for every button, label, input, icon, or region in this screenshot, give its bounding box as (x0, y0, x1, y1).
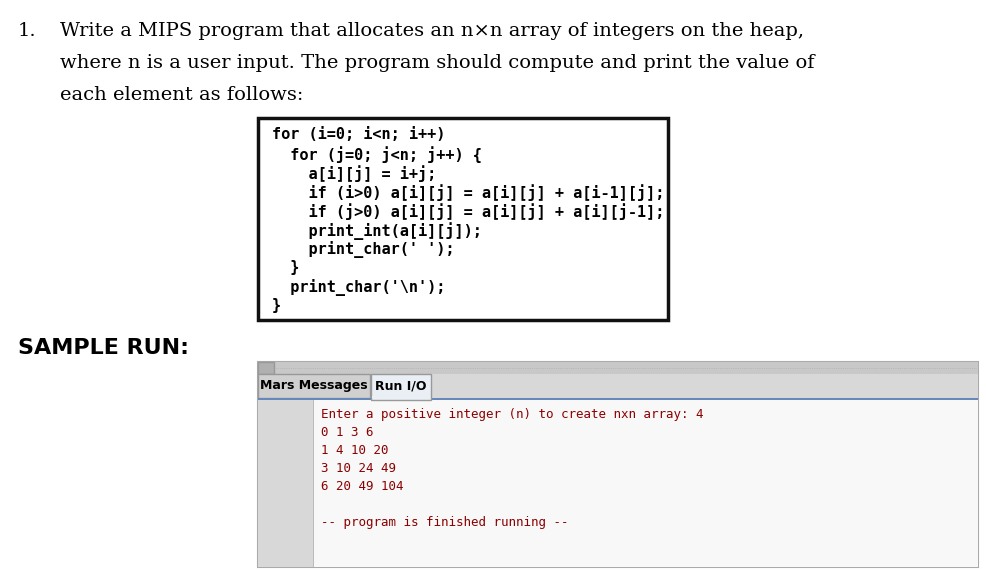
Text: 6 20 49 104: 6 20 49 104 (321, 480, 403, 493)
Bar (258, 118, 668, 320)
Bar (258, 362, 274, 374)
Text: Write a MIPS program that allocates an n×n array of integers on the heap,: Write a MIPS program that allocates an n… (60, 22, 804, 40)
Text: if (i>0) a[i][j] = a[i][j] + a[i-1][j];: if (i>0) a[i][j] = a[i][j] + a[i-1][j]; (272, 184, 665, 201)
Bar (371, 374, 431, 400)
Text: 3 10 24 49: 3 10 24 49 (321, 462, 396, 475)
Text: 0 1 3 6: 0 1 3 6 (321, 426, 374, 439)
Text: for (i=0; i<n; i++): for (i=0; i<n; i++) (272, 127, 446, 142)
Text: print_char('\n');: print_char('\n'); (272, 279, 446, 296)
Bar (258, 400, 978, 567)
Text: }: } (272, 260, 300, 275)
Bar (258, 362, 978, 374)
Bar (258, 398, 978, 400)
Text: a[i][j] = i+j;: a[i][j] = i+j; (272, 165, 436, 182)
Bar (258, 362, 978, 567)
Text: -- program is finished running --: -- program is finished running -- (321, 516, 569, 529)
Text: Enter a positive integer (n) to create nxn array: 4: Enter a positive integer (n) to create n… (321, 408, 703, 421)
Text: if (j>0) a[i][j] = a[i][j] + a[i][j-1];: if (j>0) a[i][j] = a[i][j] + a[i][j-1]; (272, 203, 665, 220)
Text: 1 4 10 20: 1 4 10 20 (321, 444, 388, 457)
Bar (258, 374, 978, 398)
Bar (258, 374, 370, 398)
Text: Mars Messages: Mars Messages (260, 380, 368, 393)
Text: 1.: 1. (18, 22, 36, 40)
Text: Run I/O: Run I/O (376, 380, 427, 393)
Text: for (j=0; j<n; j++) {: for (j=0; j<n; j++) { (272, 146, 482, 163)
Bar (313, 400, 314, 567)
Bar (372, 396, 430, 398)
Text: print_char(' ');: print_char(' '); (272, 241, 455, 258)
Text: where n is a user input. The program should compute and print the value of: where n is a user input. The program sho… (60, 54, 814, 72)
Text: print_int(a[i][j]);: print_int(a[i][j]); (272, 222, 482, 240)
Text: SAMPLE RUN:: SAMPLE RUN: (18, 338, 189, 358)
Text: }: } (272, 298, 281, 313)
Bar (258, 400, 313, 567)
Text: each element as follows:: each element as follows: (60, 86, 304, 104)
